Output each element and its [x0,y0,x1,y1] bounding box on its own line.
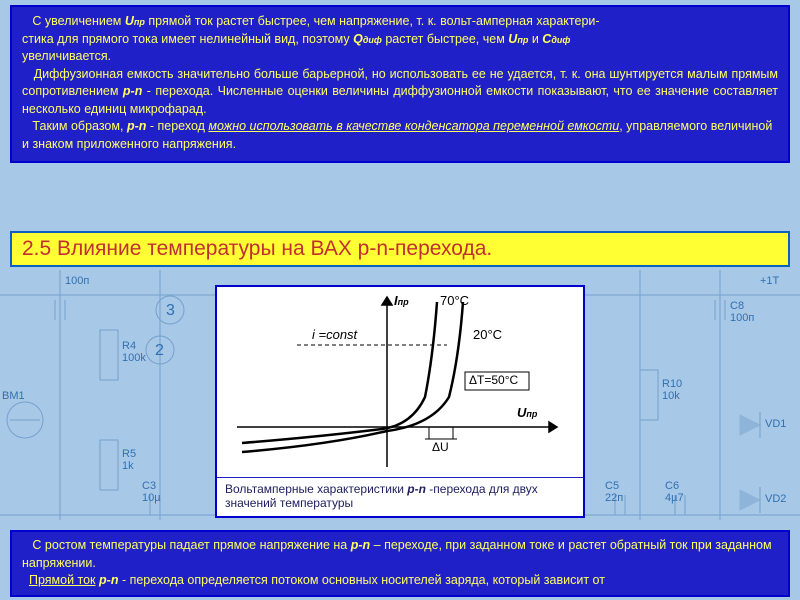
intro-line-4: Диффузионная емкость значительно больше … [22,66,778,119]
bg-label: C6 4µ7 [665,480,684,504]
var-upr2: U [508,32,517,46]
bg-label: R5 1k [122,448,136,472]
t: С ростом температуры падает прямое напря… [32,538,350,552]
t: растет быстрее, чем [385,32,508,46]
var-qdif: Q [353,32,363,46]
t: Таким образом, [32,119,127,133]
chart-caption: Вольтамперные характеристики p-n -перехо… [217,477,583,516]
underlined: Прямой ток [29,573,96,587]
sub: диф [363,35,382,45]
intro-text-box: С увеличением Uпр прямой ток растет быст… [10,5,790,163]
sub: диф [551,35,570,45]
var-pn: p-n [407,482,426,496]
iv-chart-svg [217,287,587,477]
sub: пр [517,35,528,45]
bg-label: C3 10µ [142,480,161,504]
t: - переход [150,119,209,133]
intro-line-3: увеличивается. [22,48,778,66]
emphasis: можно использовать в качестве конденсато… [208,119,619,133]
var-pn: p-n [351,538,370,552]
intro-line-5: Таким образом, p-n - переход можно испол… [22,118,778,153]
bg-label: BM1 [2,390,25,402]
bg-label: R10 10k [662,378,682,402]
intro-line-1: С увеличением Uпр прямой ток растет быст… [22,13,778,31]
sub: пр [134,17,145,27]
t: прямой ток растет быстрее, чем напряжени… [148,14,599,28]
var-pn2: p-n [99,573,118,587]
t: стика для прямого тока имеет нелинейный … [22,32,353,46]
conclusion-line-2: Прямой ток p-n - перехода определяется п… [22,572,778,590]
t: Вольтамперные характеристики [225,482,407,496]
conclusion-line-1: С ростом температуры падает прямое напря… [22,537,778,572]
bg-label: VD2 [765,493,786,505]
bg-label: 3 [166,302,175,320]
iv-chart-box: Iпр 70°C 20°C i =const ΔT=50°C Uпр ΔU Во… [215,285,585,518]
bg-label: C5 22п [605,480,623,504]
iconst-label: i =const [312,327,357,342]
bg-label: C8 100п [730,300,754,324]
t: С увеличением [32,14,124,28]
bg-label: 2 [155,342,164,360]
delta-t-label: ΔT=50°C [469,373,518,387]
section-heading: 2.5 Влияние температуры на ВАХ p-n-перех… [10,231,790,267]
t: и [532,32,542,46]
conclusion-text-box: С ростом температуры падает прямое напря… [10,530,790,597]
var-upr: U [125,14,134,28]
t: - перехода определяется потоком основных… [122,573,605,587]
intro-line-2: стика для прямого тока имеет нелинейный … [22,31,778,49]
x-axis-label: Uпр [517,405,537,420]
bg-label: R4 100k [122,340,146,364]
temp-70-label: 70°C [440,293,469,308]
var-cdif: С [542,32,551,46]
var-pn: p-n [123,84,142,98]
delta-u-label: ΔU [432,440,449,454]
var-pn2: p-n [127,119,146,133]
bg-label: VD1 [765,418,786,430]
temp-20-label: 20°C [473,327,502,342]
bg-label: +1T [760,275,779,287]
bg-label: 100п [65,275,89,287]
y-axis-label: Iпр [394,293,409,308]
iv-chart: Iпр 70°C 20°C i =const ΔT=50°C Uпр ΔU [217,287,583,477]
